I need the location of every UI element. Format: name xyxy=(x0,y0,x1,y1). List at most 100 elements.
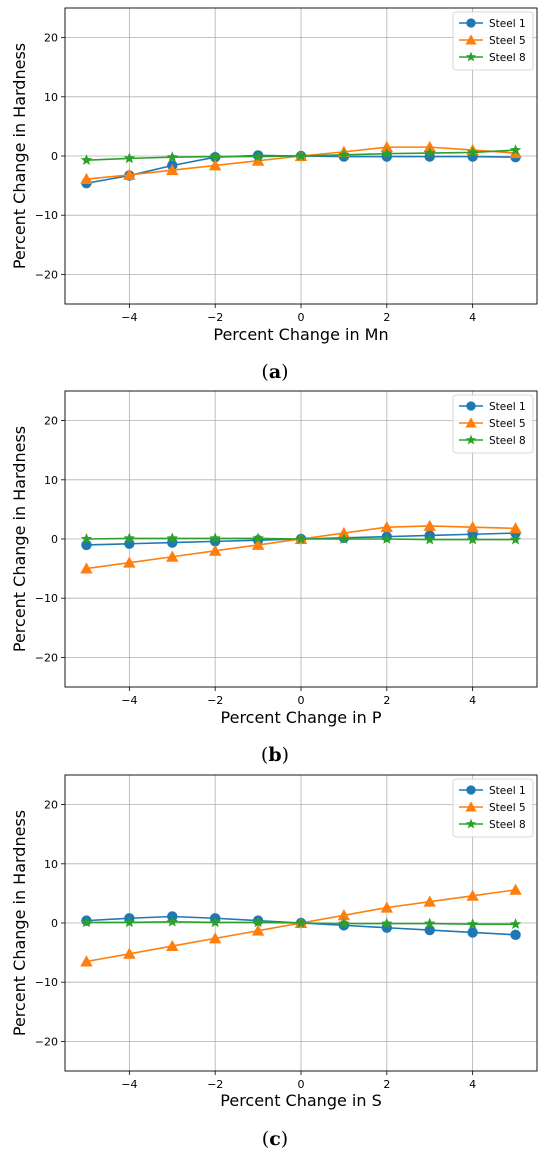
y-tick-label: −10 xyxy=(35,592,58,605)
x-tick-label: −4 xyxy=(121,1078,137,1091)
legend-marker xyxy=(466,401,476,411)
legend-label: Steel 8 xyxy=(489,435,526,447)
caption-open: ( xyxy=(261,744,268,766)
x-axis-label: Percent Change in P xyxy=(221,708,382,727)
legend: Steel 1 Steel 5 Steel 8 xyxy=(452,778,534,838)
legend-marker xyxy=(465,434,477,445)
legend-label: Steel 1 xyxy=(489,785,526,797)
panel-caption: (a) xyxy=(261,361,288,383)
data-point xyxy=(467,927,478,938)
data-point xyxy=(80,955,93,967)
plot-frame xyxy=(64,390,538,688)
data-point xyxy=(209,532,221,544)
y-tick-label: −10 xyxy=(35,976,58,989)
data-point xyxy=(424,533,436,545)
y-tick-label: 0 xyxy=(51,150,58,163)
data-point xyxy=(380,901,394,913)
data-point xyxy=(166,915,178,927)
x-tick-label: 4 xyxy=(469,311,476,324)
data-point xyxy=(380,520,394,533)
legend-label: Steel 1 xyxy=(489,401,526,413)
data-point xyxy=(424,924,435,936)
y-tick-label: 20 xyxy=(44,799,58,812)
data-point xyxy=(466,533,479,545)
legend-marker xyxy=(466,785,476,795)
y-axis-label: Percent Change in Hardness xyxy=(10,426,29,652)
caption-open: ( xyxy=(261,361,268,383)
data-point xyxy=(252,150,264,162)
y-axis-label: Percent Change in Hardness xyxy=(10,43,29,269)
data-point xyxy=(166,550,179,562)
x-tick-label: −4 xyxy=(121,311,137,324)
legend-marker xyxy=(465,801,477,812)
data-point xyxy=(251,538,265,550)
x-tick-label: −4 xyxy=(121,694,137,707)
caption-letter: a xyxy=(269,361,281,383)
y-tick-label: 10 xyxy=(44,858,58,871)
x-tick-label: 4 xyxy=(469,1078,476,1091)
data-point xyxy=(338,917,350,929)
x-tick-label: −2 xyxy=(207,1078,223,1091)
plot-frame xyxy=(64,7,538,305)
data-point xyxy=(466,918,479,930)
data-point xyxy=(337,909,351,921)
legend: Steel 1 Steel 5 Steel 8 xyxy=(452,11,534,71)
y-axis-label: Percent Change in Hardness xyxy=(10,810,29,1036)
data-point xyxy=(509,533,522,545)
series-steel-8 xyxy=(80,532,522,545)
x-tick-label: 4 xyxy=(469,694,476,707)
data-point xyxy=(252,532,264,544)
legend-label: Steel 1 xyxy=(489,18,526,30)
data-point xyxy=(123,532,136,544)
panel-caption: (c) xyxy=(262,1128,288,1150)
legend-label: Steel 8 xyxy=(489,52,526,64)
data-point xyxy=(381,147,393,159)
data-point xyxy=(423,140,436,153)
data-point xyxy=(510,929,521,941)
data-point xyxy=(123,916,136,928)
data-point xyxy=(509,883,522,895)
data-point xyxy=(424,151,435,162)
data-point xyxy=(337,526,351,539)
data-point xyxy=(338,533,350,544)
data-point xyxy=(466,146,479,158)
data-point xyxy=(295,150,307,161)
legend-marker xyxy=(465,51,477,62)
data-point xyxy=(466,520,479,533)
data-point xyxy=(123,556,136,568)
legend-label: Steel 5 xyxy=(489,35,526,47)
x-tick-label: −2 xyxy=(207,311,223,324)
data-point xyxy=(251,924,265,936)
data-point xyxy=(380,140,394,153)
y-tick-label: −20 xyxy=(35,1035,58,1048)
x-tick-label: 2 xyxy=(383,1078,390,1091)
y-tick-label: −20 xyxy=(35,268,58,281)
data-point xyxy=(80,562,93,574)
data-point xyxy=(509,144,522,155)
y-tick-label: 10 xyxy=(44,91,58,104)
x-tick-label: 0 xyxy=(298,311,305,324)
data-point xyxy=(123,947,136,959)
data-point xyxy=(80,154,93,165)
legend-label: Steel 5 xyxy=(489,418,526,430)
caption-open: ( xyxy=(262,1128,269,1150)
data-point xyxy=(166,164,179,176)
legend-marker xyxy=(465,417,477,428)
data-point xyxy=(209,916,221,928)
y-tick-label: 10 xyxy=(44,474,58,487)
data-point xyxy=(123,152,136,164)
legend-label: Steel 5 xyxy=(489,802,526,814)
caption-close: ) xyxy=(281,1128,288,1150)
x-tick-label: −2 xyxy=(207,694,223,707)
data-point xyxy=(295,917,307,928)
caption-letter: b xyxy=(268,744,281,766)
data-point xyxy=(209,150,221,162)
data-point xyxy=(123,168,136,180)
data-point xyxy=(80,172,93,185)
data-point xyxy=(208,932,222,944)
data-point xyxy=(80,533,93,544)
y-tick-label: −20 xyxy=(35,651,58,664)
x-tick-label: 0 xyxy=(298,1078,305,1091)
